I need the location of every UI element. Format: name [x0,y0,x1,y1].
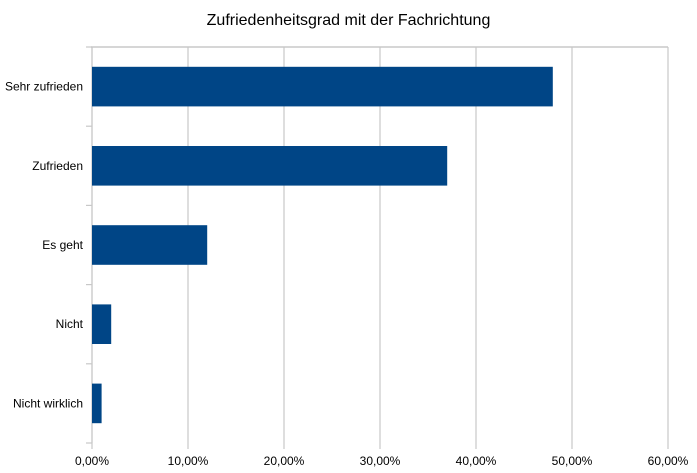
y-tick-label: Sehr zufrieden [5,80,83,94]
x-tick-label: 60,00% [648,454,689,468]
y-tick-label: Nicht [56,317,84,331]
x-tick-label: 40,00% [456,454,497,468]
x-tick-label: 20,00% [264,454,305,468]
bar-sehr-zufrieden [92,66,553,107]
x-tick-label: 30,00% [360,454,401,468]
x-tick-label: 10,00% [168,454,209,468]
x-tick-label: 0,00% [75,454,109,468]
chart-title: Zufriedenheitsgrad mit der Fachrichtung [206,12,491,29]
y-tick-label: Es geht [42,238,83,252]
bar-nicht-wirklich [92,383,102,424]
y-tick-label: Zufrieden [32,159,83,173]
x-tick-label: 50,00% [552,454,593,468]
bar-zufrieden [92,146,448,186]
y-tick-label: Nicht wirklich [13,396,83,410]
bar-es-geht [92,225,208,265]
bar-nicht [92,304,112,344]
